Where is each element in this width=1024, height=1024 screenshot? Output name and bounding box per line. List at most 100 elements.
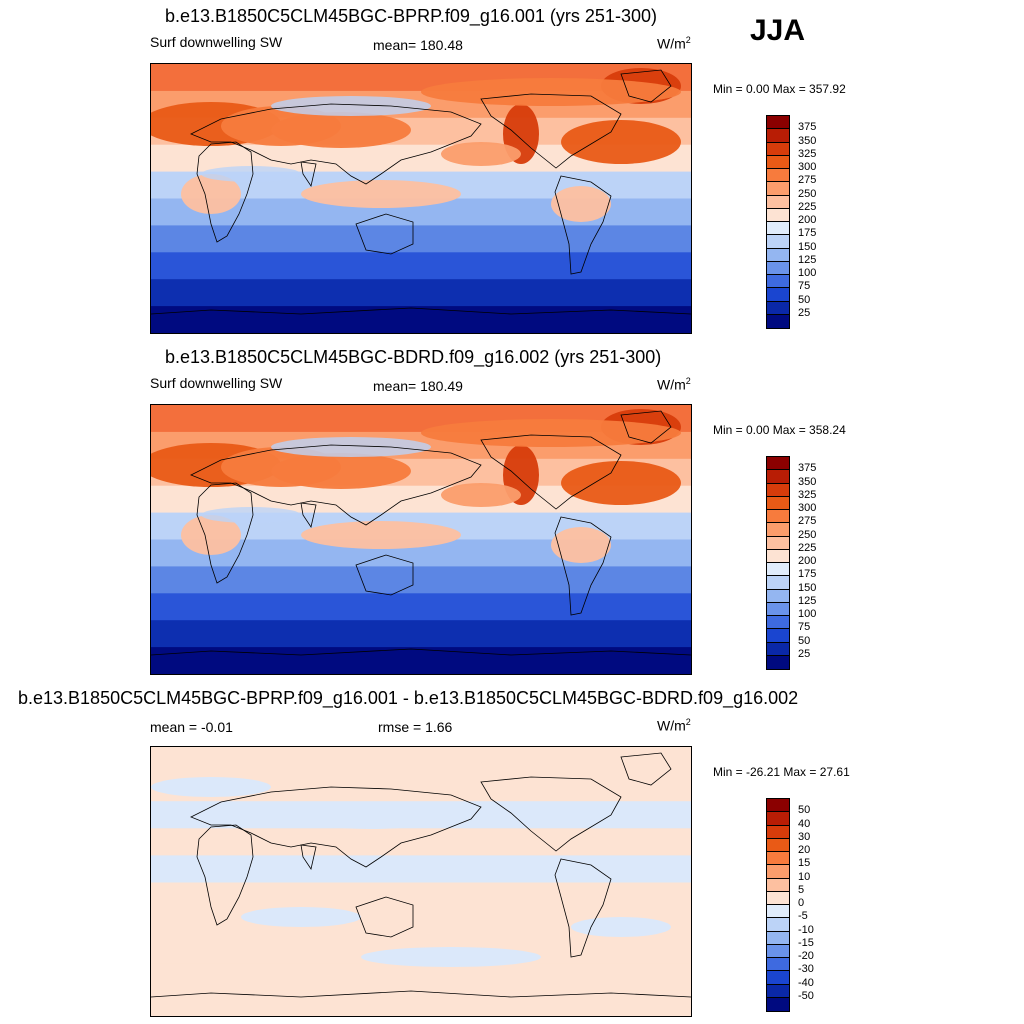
- variable-label: Surf downwelling SW: [150, 34, 283, 50]
- field-anomaly: [201, 166, 301, 182]
- colorbar: [766, 456, 790, 670]
- colorbar-swatch: [767, 496, 789, 510]
- colorbar-tick-label: -20: [798, 950, 814, 962]
- colorbar-tick-label: 350: [798, 134, 817, 147]
- field-anomaly: [271, 437, 431, 457]
- colorbar-swatch: [767, 510, 789, 524]
- coastline: [554, 516, 612, 616]
- colorbar-tick-label: 200: [798, 214, 817, 226]
- field-band: [151, 855, 691, 884]
- field-band: [151, 828, 691, 857]
- colorbar-tick-label: 225: [798, 200, 817, 213]
- coastline: [190, 786, 482, 868]
- colorbar-tick-label: 25: [798, 647, 811, 660]
- colorbar-tick-label: 300: [798, 502, 817, 514]
- colorbar-tick-label: -5: [798, 910, 808, 923]
- colorbar-tick-label: -40: [798, 976, 814, 989]
- colorbar-tick-label: 10: [798, 870, 811, 883]
- map-panel-2: [150, 404, 692, 675]
- colorbar-swatch: [767, 655, 789, 669]
- colorbar-swatch: [767, 222, 789, 236]
- field-anomaly: [301, 521, 461, 549]
- colorbar-swatch: [767, 576, 789, 590]
- field-band: [151, 225, 691, 254]
- colorbar-tick-label: 125: [798, 594, 817, 607]
- colorbar-swatch: [767, 301, 789, 315]
- field-anomaly: [181, 515, 241, 555]
- season-label: JJA: [750, 14, 806, 47]
- map-panel-3: [150, 746, 692, 1017]
- colorbar-tick-label: 30: [798, 830, 811, 843]
- colorbar-swatch: [767, 314, 789, 328]
- colorbar-swatch: [767, 155, 789, 169]
- colorbar-swatch: [767, 984, 789, 998]
- coastline: [355, 896, 414, 938]
- colorbar-swatch: [767, 261, 789, 275]
- colorbar-tick-label: 150: [798, 240, 817, 253]
- colorbar-swatch: [767, 470, 789, 484]
- colorbar-tick-label: 250: [798, 528, 817, 541]
- field-anomaly: [181, 174, 241, 214]
- colorbar-tick-label: 25: [798, 306, 811, 319]
- coastline: [196, 824, 254, 926]
- colorbar-swatch: [767, 799, 789, 813]
- map-panel-1: [150, 63, 692, 334]
- field-band: [151, 279, 691, 308]
- coastline: [300, 161, 317, 187]
- colorbar-swatch: [767, 825, 789, 839]
- field-band: [151, 747, 691, 776]
- coastline: [355, 554, 414, 596]
- colorbar-swatch: [767, 116, 789, 130]
- colorbar-tick-label: 50: [798, 804, 811, 817]
- mean-label: mean= 180.48: [373, 37, 463, 53]
- colorbar-tick-label: 50: [798, 293, 811, 306]
- field-band: [151, 566, 691, 595]
- field-anomaly: [421, 419, 681, 447]
- colorbar-tick-label: 375: [798, 121, 817, 134]
- colorbar-swatch: [767, 971, 789, 985]
- colorbar-tick-label: 300: [798, 161, 817, 173]
- min-max-label: Min = 0.00 Max = 357.92: [713, 82, 846, 96]
- min-max-label: Min = 0.00 Max = 358.24: [713, 423, 846, 437]
- colorbar-tick-label: 15: [798, 857, 811, 870]
- field-anomaly: [441, 483, 521, 507]
- rmse-label: rmse = 1.66: [378, 719, 453, 735]
- colorbar-swatch: [767, 905, 789, 919]
- colorbar-swatch: [767, 838, 789, 852]
- colorbar-swatch: [767, 642, 789, 656]
- colorbar-swatch: [767, 457, 789, 471]
- field-anomaly: [561, 461, 681, 505]
- colorbar-swatch: [767, 248, 789, 262]
- colorbar-swatch: [767, 523, 789, 537]
- colorbar-swatch: [767, 129, 789, 143]
- colorbar-tick-label: 350: [798, 475, 817, 488]
- coastline: [300, 844, 317, 870]
- colorbar-tick-label: 325: [798, 147, 817, 160]
- colorbar-swatch: [767, 629, 789, 643]
- coastline: [190, 444, 482, 526]
- colorbar-tick-label: 275: [798, 515, 817, 528]
- colorbar-tick-label: 20: [798, 844, 811, 856]
- field-anomaly: [241, 907, 361, 927]
- field-anomaly: [571, 917, 671, 937]
- colorbar-tick-label: -50: [798, 989, 814, 1002]
- coastline: [620, 752, 672, 786]
- colorbar-tick-label: 75: [798, 280, 811, 293]
- colorbar-swatch: [767, 852, 789, 866]
- field-anomaly: [271, 112, 411, 148]
- colorbar-swatch: [767, 195, 789, 209]
- colorbar-tick-label: 100: [798, 608, 817, 620]
- colorbar-swatch: [767, 275, 789, 289]
- colorbar-swatch: [767, 944, 789, 958]
- colorbar-swatch: [767, 208, 789, 222]
- colorbar: [766, 798, 790, 1012]
- panel-title: b.e13.B1850C5CLM45BGC-BDRD.f09_g16.002 (…: [165, 347, 662, 367]
- colorbar-tick-label: 225: [798, 541, 817, 554]
- coastline: [196, 482, 254, 584]
- colorbar-swatch: [767, 812, 789, 826]
- colorbar-swatch: [767, 997, 789, 1011]
- field-anomaly: [441, 142, 521, 166]
- colorbar-swatch: [767, 182, 789, 196]
- coastline: [196, 141, 254, 243]
- colorbar-tick-label: 375: [798, 462, 817, 475]
